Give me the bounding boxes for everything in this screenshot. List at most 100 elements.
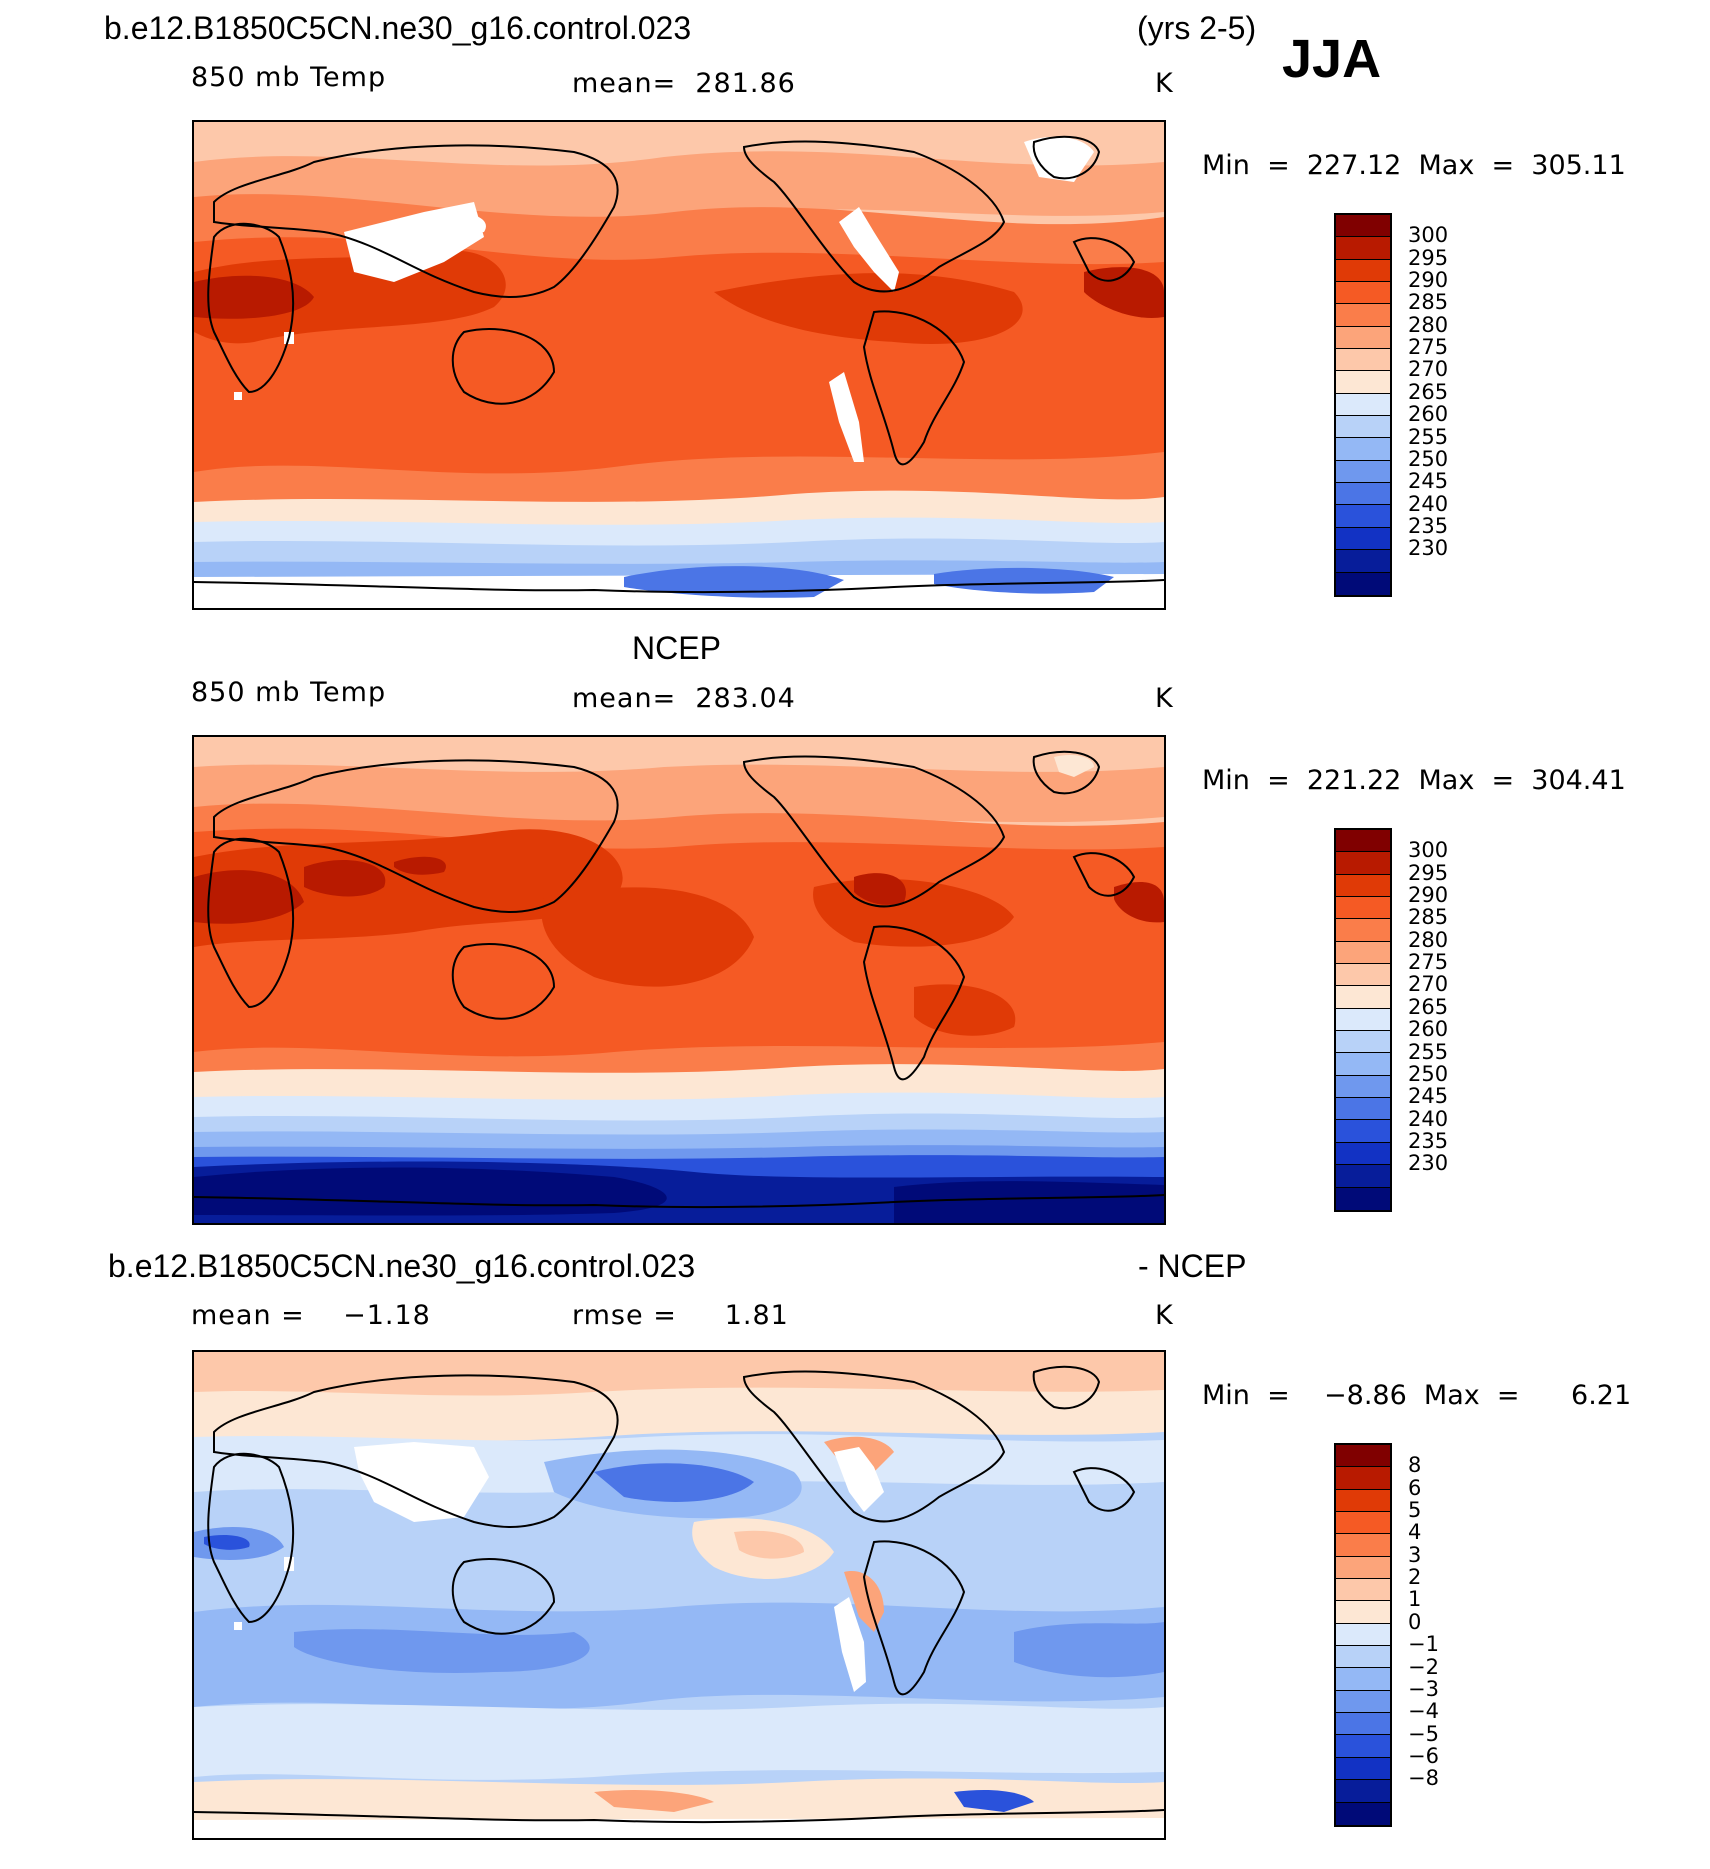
colorbar-swatch (1336, 550, 1390, 573)
panel1-minmax: Min = 227.12 Max = 305.11 (1202, 150, 1626, 181)
colorbar-swatch (1336, 237, 1390, 260)
years-label: (yrs 2-5) (1137, 10, 1257, 46)
colorbar-swatch (1336, 1713, 1390, 1736)
colorbar-label: 5 (1408, 1498, 1422, 1523)
colorbar-swatch (1336, 1467, 1390, 1490)
panel3-title-right: - NCEP (1138, 1248, 1247, 1284)
colorbar-swatch (1336, 1031, 1390, 1054)
colorbar-label: 240 (1408, 491, 1449, 516)
colorbar-label: 285 (1408, 290, 1449, 315)
ncep-temperature-map (192, 735, 1166, 1225)
model-temperature-map (192, 120, 1166, 610)
colorbar-label: 280 (1408, 927, 1449, 952)
colorbar-label: 280 (1408, 312, 1449, 337)
panel1-units: K (1155, 68, 1174, 99)
colorbar-label: 290 (1408, 883, 1449, 908)
panel2-title: NCEP (632, 630, 721, 666)
colorbar-swatch (1336, 1780, 1390, 1803)
panel3-units: K (1155, 1300, 1174, 1331)
colorbar-swatch (1336, 505, 1390, 528)
colorbar-label: 235 (1408, 1128, 1449, 1153)
colorbar-label: 8 (1408, 1453, 1422, 1478)
colorbar-swatch (1336, 1579, 1390, 1602)
case-title: b.e12.B1850C5CN.ne30_g16.control.023 (104, 10, 692, 46)
colorbar-swatch (1336, 1601, 1390, 1624)
colorbar-label: 4 (1408, 1520, 1422, 1545)
colorbar-label: −1 (1408, 1632, 1439, 1657)
colorbar-swatch (1336, 1668, 1390, 1691)
colorbar-label: 245 (1408, 469, 1449, 494)
panel2-units: K (1155, 683, 1174, 714)
colorbar-swatch (1336, 326, 1390, 350)
colorbar-swatch (1336, 1445, 1390, 1468)
colorbar-label: 255 (1408, 1039, 1449, 1064)
colorbar-swatch (1336, 919, 1390, 942)
colorbar-swatch (1336, 215, 1390, 238)
colorbar-swatch (1336, 282, 1390, 305)
colorbar-label: 275 (1408, 950, 1449, 975)
colorbar-swatch (1336, 1075, 1390, 1099)
colorbar-label: 275 (1408, 335, 1449, 360)
colorbar-swatch (1336, 852, 1390, 875)
colorbar-label: 230 (1408, 1151, 1449, 1176)
colorbar-label: 2 (1408, 1565, 1422, 1590)
colorbar-swatch (1336, 1735, 1390, 1758)
colorbar-swatch (1336, 964, 1390, 987)
panel2-mean: mean= 283.04 (572, 683, 796, 714)
season-label: JJA (1282, 29, 1382, 89)
colorbar-label: −2 (1408, 1654, 1439, 1679)
panel1-variable: 850 mb Temp (191, 62, 387, 93)
colorbar-swatch (1336, 460, 1390, 484)
colorbar-swatch (1336, 897, 1390, 920)
colorbar-swatch (1336, 1120, 1390, 1143)
colorbar-swatch (1336, 1646, 1390, 1669)
colorbar-swatch (1336, 483, 1390, 506)
colorbar-swatch (1336, 1534, 1390, 1557)
panel3-colorbar (1334, 1443, 1392, 1827)
colorbar-swatch (1336, 1690, 1390, 1714)
colorbar-label: 235 (1408, 513, 1449, 538)
colorbar-swatch (1336, 986, 1390, 1009)
colorbar-swatch (1336, 874, 1390, 898)
colorbar-label: 250 (1408, 446, 1449, 471)
colorbar-label: 230 (1408, 536, 1449, 561)
colorbar-swatch (1336, 371, 1390, 394)
colorbar-label: 285 (1408, 905, 1449, 930)
colorbar-label: 245 (1408, 1084, 1449, 1109)
panel3-minmax: Min = −8.86 Max = 6.21 (1202, 1380, 1632, 1411)
colorbar-label: 300 (1408, 838, 1449, 863)
panel3-title-left: b.e12.B1850C5CN.ne30_g16.control.023 (108, 1248, 696, 1284)
colorbar-label: 295 (1408, 245, 1449, 270)
colorbar-label: 255 (1408, 424, 1449, 449)
colorbar-swatch (1336, 1142, 1390, 1166)
colorbar-swatch (1336, 1489, 1390, 1513)
colorbar-swatch (1336, 416, 1390, 439)
colorbar-label: 270 (1408, 357, 1449, 382)
colorbar-label: −5 (1408, 1721, 1439, 1746)
colorbar-label: 290 (1408, 268, 1449, 293)
colorbar-swatch (1336, 349, 1390, 372)
colorbar-swatch (1336, 1098, 1390, 1121)
panel1-mean: mean= 281.86 (572, 68, 796, 99)
colorbar-swatch (1336, 304, 1390, 327)
colorbar-label: 6 (1408, 1475, 1422, 1500)
colorbar-label: 265 (1408, 379, 1449, 404)
colorbar-label: −3 (1408, 1676, 1439, 1701)
colorbar-swatch (1336, 1512, 1390, 1535)
colorbar-label: 1 (1408, 1587, 1422, 1612)
panel2-colorbar (1334, 828, 1392, 1212)
colorbar-swatch (1336, 1623, 1390, 1647)
colorbar-label: 250 (1408, 1061, 1449, 1086)
panel1-colorbar (1334, 213, 1392, 597)
colorbar-label: 260 (1408, 402, 1449, 427)
colorbar-label: 0 (1408, 1609, 1422, 1634)
colorbar-label: −6 (1408, 1743, 1439, 1768)
panel3-rmse: rmse = 1.81 (572, 1300, 789, 1331)
colorbar-swatch (1336, 1802, 1390, 1825)
colorbar-swatch (1336, 1053, 1390, 1076)
colorbar-swatch (1336, 572, 1390, 595)
colorbar-swatch (1336, 1556, 1390, 1580)
panel2-minmax: Min = 221.22 Max = 304.41 (1202, 765, 1626, 796)
colorbar-label: 260 (1408, 1017, 1449, 1042)
colorbar-swatch (1336, 438, 1390, 461)
